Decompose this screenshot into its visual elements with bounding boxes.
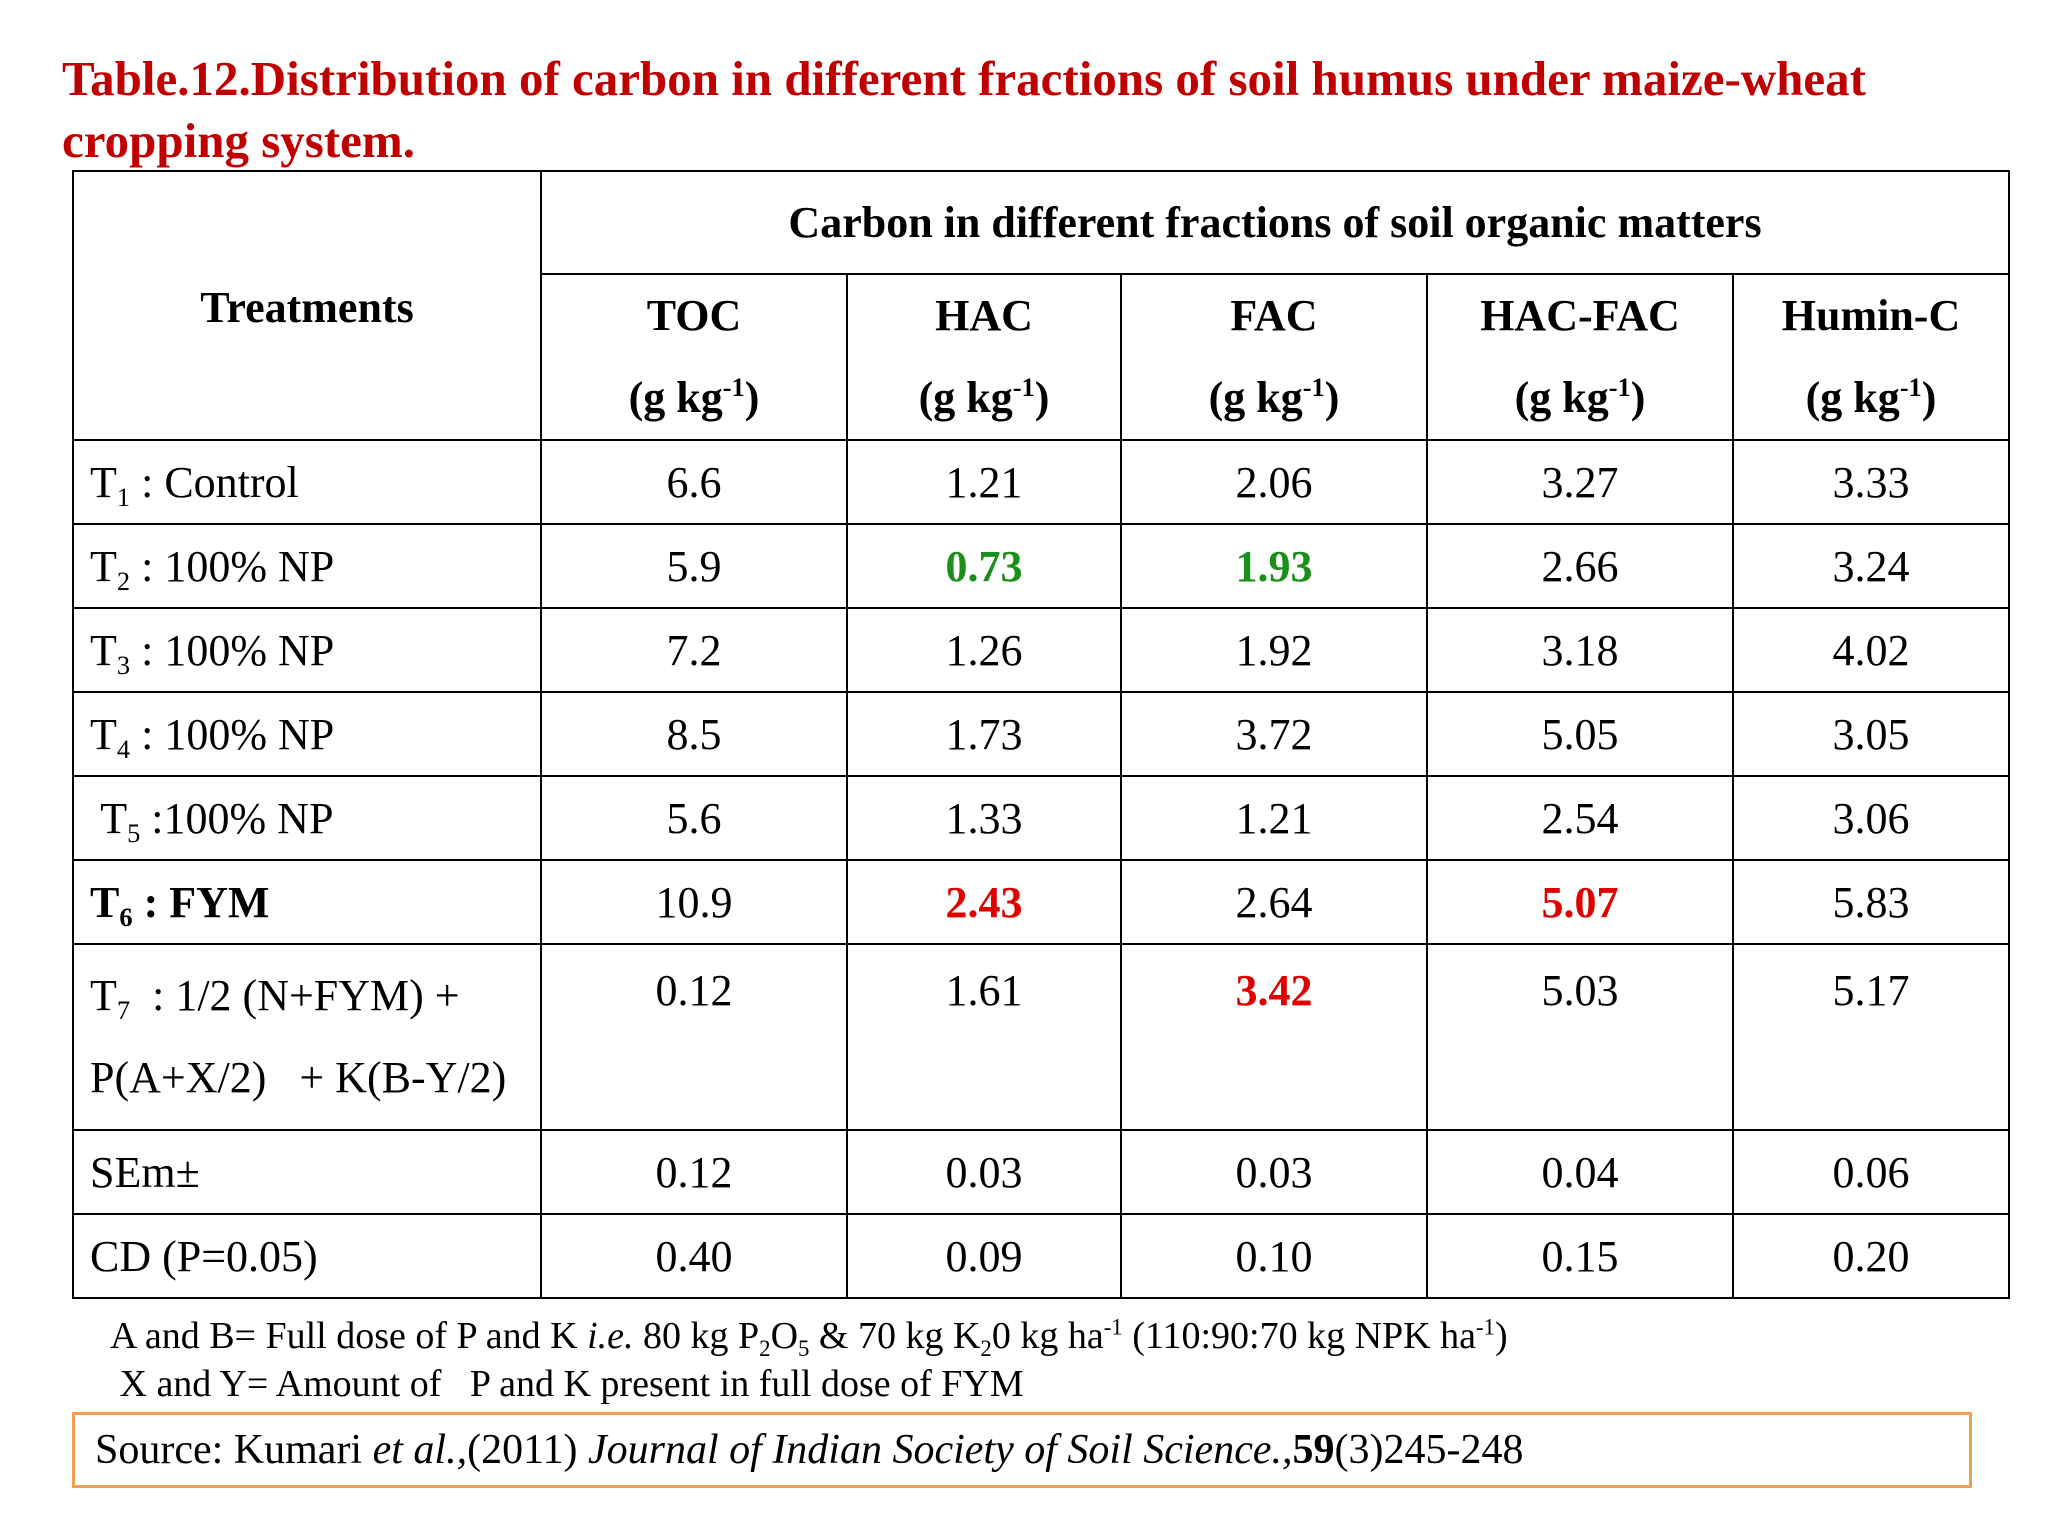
value-cell: 2.64 — [1120, 859, 1428, 945]
value-cell: 3.27 — [1426, 439, 1734, 525]
carbon-fractions-table: Treatments Carbon in different fractions… — [72, 170, 2010, 1299]
col-header-fac: FAC (g kg-1) — [1120, 273, 1428, 441]
value-cell: 1.21 — [846, 439, 1122, 525]
value-cell: 0.09 — [846, 1213, 1122, 1299]
value-cell: 1.33 — [846, 775, 1122, 861]
value-cell: 7.2 — [540, 607, 848, 693]
value-cell: 0.06 — [1732, 1129, 2010, 1215]
value-cell: 5.05 — [1426, 691, 1734, 777]
col-header-hac: HAC (g kg-1) — [846, 273, 1122, 441]
value-cell: 0.04 — [1426, 1129, 1734, 1215]
col-header-hac-fac: HAC-FAC (g kg-1) — [1426, 273, 1734, 441]
value-cell: 1.73 — [846, 691, 1122, 777]
header-row-group: Treatments Carbon in different fractions… — [72, 170, 2010, 441]
table-row: T4 : 100% NP 8.5 1.73 3.72 5.05 3.05 — [72, 691, 2010, 777]
value-cell: 5.83 — [1732, 859, 2010, 945]
value-cell: 5.17 — [1732, 943, 2010, 1131]
value-cell: 1.21 — [1120, 775, 1428, 861]
table-row-sem: SEm± 0.12 0.03 0.03 0.04 0.06 — [72, 1129, 2010, 1215]
footnotes: A and B= Full dose of P and K i.e. 80 kg… — [110, 1312, 2010, 1408]
value-cell: 5.6 — [540, 775, 848, 861]
footnote-line-2: X and Y= Amount of P and K present in fu… — [110, 1363, 1024, 1405]
value-cell: 3.24 — [1732, 523, 2010, 609]
value-cell: 0.03 — [1120, 1129, 1428, 1215]
value-cell: 0.15 — [1426, 1213, 1734, 1299]
value-cell: 5.03 — [1426, 943, 1734, 1131]
group-header: Carbon in different fractions of soil or… — [540, 170, 2010, 275]
value-cell: 8.5 — [540, 691, 848, 777]
value-cell: 5.9 — [540, 523, 848, 609]
treatment-cell: T2 : 100% NP — [72, 523, 542, 609]
treatment-cell: T5 :100% NP — [72, 775, 542, 861]
value-cell: 2.54 — [1426, 775, 1734, 861]
value-cell: 3.18 — [1426, 607, 1734, 693]
table-row: T1 : Control 6.6 1.21 2.06 3.27 3.33 — [72, 439, 2010, 525]
value-cell: 3.33 — [1732, 439, 2010, 525]
col-header-toc: TOC (g kg-1) — [540, 273, 848, 441]
treatment-cell: T3 : 100% NP — [72, 607, 542, 693]
value-cell: 1.26 — [846, 607, 1122, 693]
source-citation-box: Source: Kumari et al.,(2011) Journal of … — [72, 1412, 1972, 1488]
value-cell: 0.12 — [540, 943, 848, 1131]
value-cell: 3.05 — [1732, 691, 2010, 777]
value-cell: 1.61 — [846, 943, 1122, 1131]
footnote-line-1: A and B= Full dose of P and K i.e. 80 kg… — [110, 1314, 1508, 1361]
treatment-cell: T4 : 100% NP — [72, 691, 542, 777]
value-cell: 2.06 — [1120, 439, 1428, 525]
value-cell: 0.20 — [1732, 1213, 2010, 1299]
table-row-cd: CD (P=0.05) 0.40 0.09 0.10 0.15 0.20 — [72, 1213, 2010, 1299]
value-cell-highlight-green: 1.93 — [1120, 523, 1428, 609]
value-cell: 2.66 — [1426, 523, 1734, 609]
table-row: T6 : FYM 10.9 2.43 2.64 5.07 5.83 — [72, 859, 2010, 945]
value-cell: 6.6 — [540, 439, 848, 525]
value-cell-highlight-red: 3.42 — [1120, 943, 1428, 1131]
value-cell-highlight-green: 0.73 — [846, 523, 1122, 609]
value-cell: 3.72 — [1120, 691, 1428, 777]
value-cell: 4.02 — [1732, 607, 2010, 693]
treatments-header: Treatments — [72, 170, 542, 441]
header-row-columns: TOC (g kg-1) HAC (g kg-1) FAC (g kg-1) HAC-… — [73, 273, 2010, 441]
table-row: T5 :100% NP 5.6 1.33 1.21 2.54 3.06 — [72, 775, 2010, 861]
value-cell: 0.40 — [540, 1213, 848, 1299]
value-cell: 10.9 — [540, 859, 848, 945]
treatment-cell: T7 : 1/2 (N+FYM) + P(A+X/2) + K(B-Y/2) — [72, 943, 542, 1131]
table-row: T2 : 100% NP 5.9 0.73 1.93 2.66 3.24 — [72, 523, 2010, 609]
value-cell: 3.06 — [1732, 775, 2010, 861]
value-cell: 0.10 — [1120, 1213, 1428, 1299]
stat-label-cell: CD (P=0.05) — [72, 1213, 542, 1299]
value-cell: 0.12 — [540, 1129, 848, 1215]
col-header-humin-c: Humin-C (g kg-1) — [1732, 273, 2010, 441]
stat-label-cell: SEm± — [72, 1129, 542, 1215]
treatment-cell: T6 : FYM — [72, 859, 542, 945]
treatment-cell: T1 : Control — [72, 439, 542, 525]
value-cell: 1.92 — [1120, 607, 1428, 693]
table-title: Table.12.Distribution of carbon in diffe… — [62, 51, 1866, 168]
table-row: T3 : 100% NP 7.2 1.26 1.92 3.18 4.02 — [72, 607, 2010, 693]
table-row: T7 : 1/2 (N+FYM) + P(A+X/2) + K(B-Y/2) 0.… — [72, 943, 2010, 1131]
value-cell: 0.03 — [846, 1129, 1122, 1215]
value-cell-highlight-red: 2.43 — [846, 859, 1122, 945]
value-cell-highlight-red: 5.07 — [1426, 859, 1734, 945]
